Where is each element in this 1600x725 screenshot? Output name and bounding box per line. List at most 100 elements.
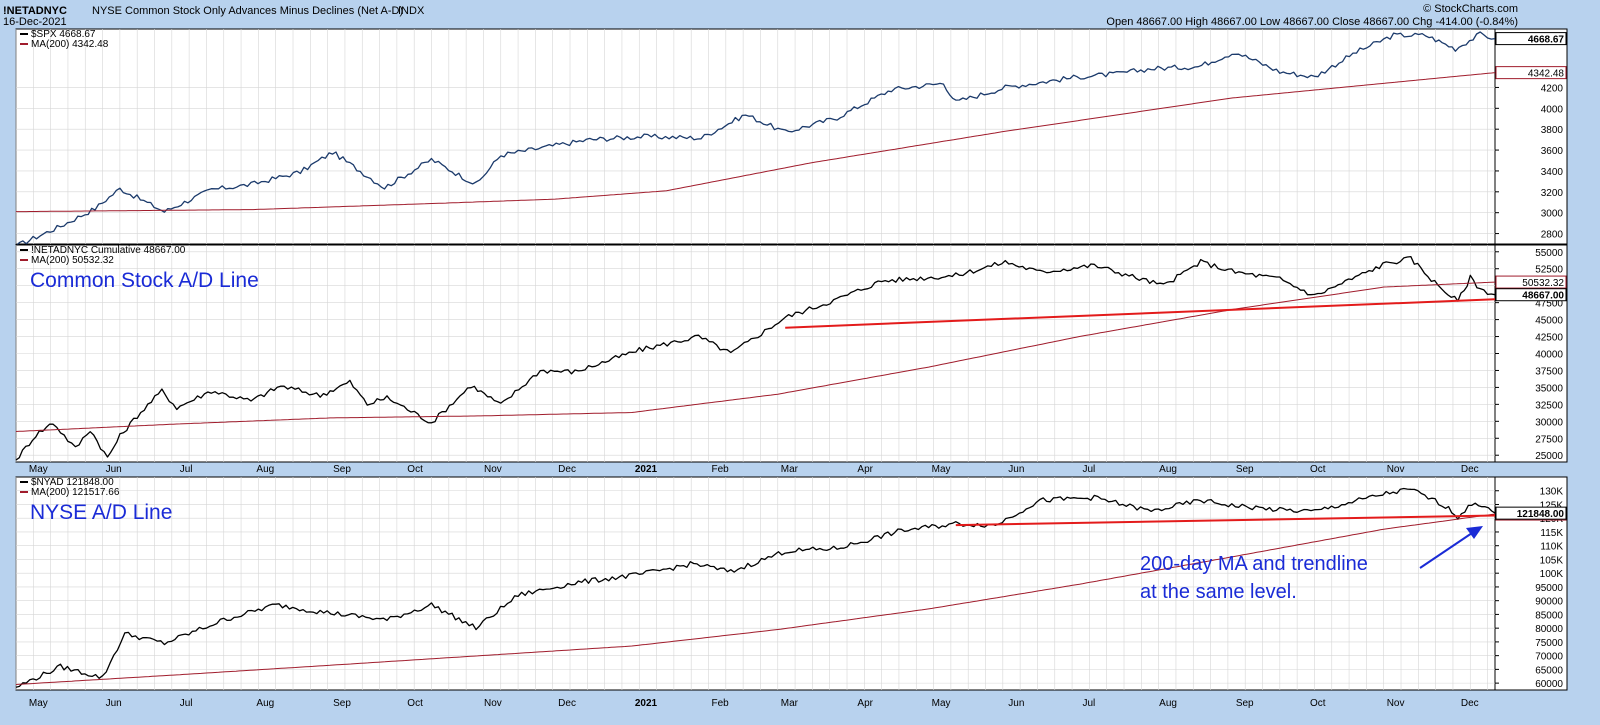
x-tick-label: Nov [484, 464, 502, 475]
x-tick-label: May [932, 464, 951, 475]
ohlc-readout: Open 48667.00 High 48667.00 Low 48667.00… [1106, 16, 1518, 28]
x-tick-label: Dec [558, 698, 576, 709]
y-tick-label: 110K [1540, 542, 1563, 553]
legend-entry: MA(200) 4342.48 [31, 39, 109, 50]
legend-entry: MA(200) 121517.66 [31, 487, 120, 498]
legend-entry: $NYAD 121848.00 [31, 477, 114, 488]
y-tick-label: 95000 [1535, 583, 1563, 594]
x-tick-label: Feb [712, 698, 730, 709]
x-tick-label: May [29, 698, 48, 709]
value-box-label: 50532.32 [1522, 278, 1564, 289]
panel-3: 60000 65000 70000 75000 80000 85000 90000 95000… [15, 476, 1568, 691]
x-tick-label: Oct [1310, 698, 1326, 709]
trendline [955, 514, 1496, 527]
brand-label: © StockCharts.com [1423, 3, 1518, 15]
panel-2: 25000 27500 30000 32500 35000 37500 40000 42500… [15, 244, 1568, 463]
x-tick-label: Aug [256, 698, 274, 709]
annotation-arrowhead [1466, 526, 1483, 539]
y-tick-label: 3200 [1541, 188, 1564, 199]
y-tick-label: 80000 [1535, 624, 1563, 635]
x-tick-label: Dec [558, 464, 576, 475]
y-tick-label: 25000 [1535, 451, 1563, 462]
x-tick-label: Feb [712, 464, 730, 475]
symbol-description: NYSE Common Stock Only Advances Minus De… [92, 5, 403, 17]
y-tick-label: 2800 [1541, 230, 1564, 241]
y-tick-label: 35000 [1535, 383, 1563, 394]
y-tick-label: 60000 [1535, 679, 1563, 690]
y-tick-label: 3000 [1541, 209, 1564, 220]
y-tick-label: 115K [1540, 528, 1563, 539]
value-box [1495, 66, 1567, 80]
x-tick-label: Mar [781, 698, 799, 709]
y-tick-label: 105K [1540, 555, 1564, 566]
y-tick-label: 65000 [1535, 665, 1563, 676]
y-tick-label: 37500 [1535, 366, 1563, 377]
annotation: 200-day MA and trendline at the same leve… [1140, 526, 1483, 603]
y-tick-label: 100K [1540, 569, 1564, 580]
price-line [15, 487, 1496, 688]
y-tick-label: 52500 [1535, 265, 1563, 276]
x-tick-label: Jun [1008, 698, 1024, 709]
x-tick-label: Jun [1008, 464, 1024, 475]
x-tick-label: Nov [1387, 698, 1405, 709]
x-tick-label: Oct [1310, 464, 1326, 475]
y-tick-label: 55000 [1535, 248, 1563, 259]
x-tick-label: Aug [256, 464, 274, 475]
x-tick-label: Nov [484, 698, 502, 709]
value-box [1495, 288, 1567, 302]
x-tick-label: Apr [857, 698, 873, 709]
x-tick-label: Sep [333, 464, 351, 475]
y-tick-label: 4000 [1541, 104, 1564, 115]
ma-line [16, 72, 1496, 213]
price-line [15, 31, 1496, 247]
value-box [1495, 275, 1567, 289]
x-tick-label: Nov [1387, 464, 1405, 475]
x-tick-label: Aug [1159, 698, 1177, 709]
chart-date: 16-Dec-2021 [3, 16, 67, 28]
y-tick-label: 45000 [1535, 316, 1563, 327]
value-box [1495, 506, 1567, 520]
y-tick-label: 40000 [1535, 350, 1563, 361]
y-tick-label: 3400 [1541, 167, 1564, 178]
grid [15, 29, 1495, 244]
plot-area [15, 28, 1496, 245]
x-tick-label: Mar [781, 464, 799, 475]
x-tick-label: Jul [180, 698, 193, 709]
y-axis-area [1494, 28, 1568, 245]
y-tick-label: 30000 [1535, 417, 1563, 428]
y-tick-label: 130K [1540, 487, 1564, 498]
y-tick-label: 75000 [1535, 638, 1563, 649]
x-tick-label: Dec [1461, 698, 1479, 709]
x-tick-label: Jul [1082, 698, 1095, 709]
symbol-title: !NETADNYC [3, 5, 67, 17]
y-tick-label: 85000 [1535, 610, 1563, 621]
value-box [1495, 32, 1567, 46]
x-tick-label: Apr [857, 464, 873, 475]
legend-entry: $SPX 4668.67 [31, 29, 96, 40]
y-tick-label: 125K [1540, 500, 1564, 511]
x-axis-2: May Jun Jul Aug Sep Oct Nov Dec 2021 Feb Mar Apr May… [29, 698, 1479, 709]
x-tick-label: Jun [106, 464, 122, 475]
x-tick-label: Aug [1159, 464, 1177, 475]
exchange-label: INDX [398, 5, 425, 17]
x-tick-label: May [932, 698, 951, 709]
x-tick-label: Oct [407, 698, 423, 709]
x-tick-label: Jul [1082, 464, 1095, 475]
y-tick-label: 3800 [1541, 125, 1564, 136]
x-tick-label: 2021 [635, 464, 658, 475]
y-tick-label: 27500 [1535, 434, 1563, 445]
x-tick-label: Oct [407, 464, 423, 475]
y-tick-label: 42500 [1535, 333, 1563, 344]
annotation-text: 200-day MA and trendline [1140, 553, 1368, 575]
x-tick-label: Dec [1461, 464, 1479, 475]
value-box-label: 48667.00 [1522, 291, 1564, 302]
x-tick-label: Sep [333, 698, 351, 709]
price-line [15, 255, 1496, 461]
value-box-label: 4342.48 [1528, 69, 1565, 80]
annotation-arrow [1419, 530, 1476, 569]
y-tick-label: 3600 [1541, 146, 1564, 157]
legend-entry: MA(200) 50532.32 [31, 255, 114, 266]
ma-line [15, 281, 1496, 432]
trendline [785, 298, 1496, 329]
